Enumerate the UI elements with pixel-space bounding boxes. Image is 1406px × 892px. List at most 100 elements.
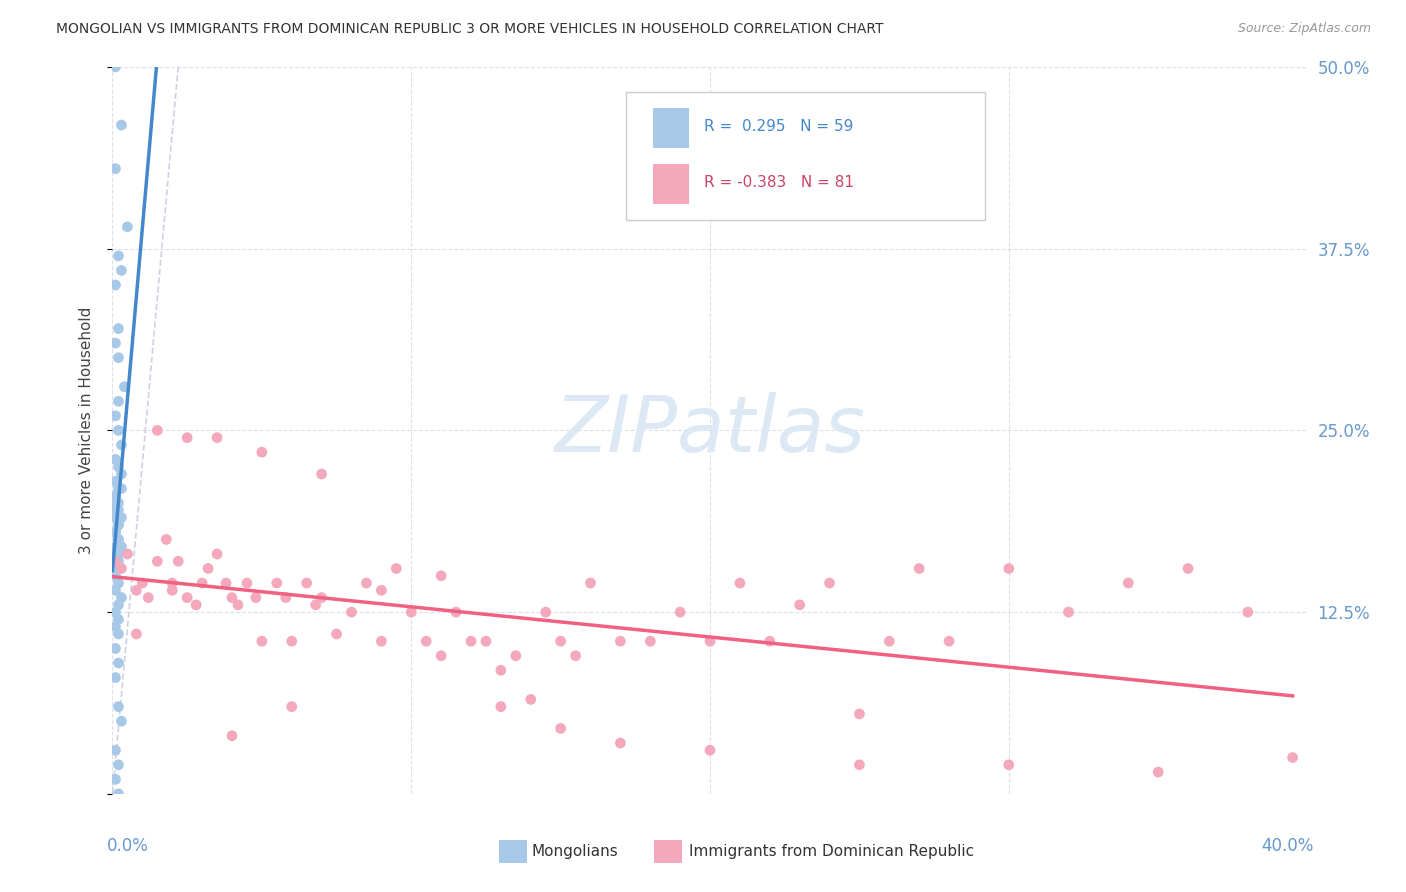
Point: [107, 576, 129, 591]
Point: [274, 591, 297, 605]
Text: 0.0%: 0.0%: [107, 838, 149, 855]
Point: [117, 547, 139, 561]
Point: [110, 714, 132, 728]
Point: [1057, 605, 1080, 619]
Point: [104, 278, 127, 293]
Text: ZIPatlas: ZIPatlas: [554, 392, 866, 468]
Point: [107, 496, 129, 510]
Point: [138, 591, 160, 605]
Point: [104, 671, 127, 685]
Point: [107, 321, 129, 335]
Point: [609, 634, 631, 648]
Point: [250, 445, 273, 459]
Point: [1281, 750, 1303, 764]
Point: [110, 540, 132, 554]
Point: [110, 591, 132, 605]
Point: [167, 554, 190, 568]
Point: [104, 772, 127, 787]
Point: [520, 692, 543, 706]
Text: R =  0.295   N = 59: R = 0.295 N = 59: [704, 119, 853, 134]
Point: [104, 554, 127, 568]
Point: [104, 743, 127, 757]
Point: [146, 424, 169, 438]
Point: [131, 576, 153, 591]
Point: [146, 554, 169, 568]
Point: [125, 627, 148, 641]
Point: [104, 489, 127, 503]
Point: [640, 634, 662, 648]
Point: [104, 605, 127, 619]
Point: [415, 634, 437, 648]
Point: [107, 394, 129, 409]
Point: [107, 351, 129, 365]
Text: Source: ZipAtlas.com: Source: ZipAtlas.com: [1237, 22, 1371, 36]
Point: [489, 663, 512, 677]
Point: [848, 706, 870, 721]
Point: [728, 576, 751, 591]
Point: [998, 757, 1021, 772]
Point: [110, 263, 132, 277]
Point: [311, 467, 333, 481]
Point: [221, 729, 243, 743]
Point: [107, 503, 129, 517]
Point: [110, 482, 132, 496]
Text: R = -0.383   N = 81: R = -0.383 N = 81: [704, 175, 853, 190]
Point: [107, 598, 129, 612]
Point: [104, 503, 127, 517]
Point: [107, 517, 129, 532]
Point: [104, 510, 127, 524]
Y-axis label: 3 or more Vehicles in Household: 3 or more Vehicles in Household: [79, 307, 94, 554]
Point: [110, 118, 132, 132]
Point: [759, 634, 782, 648]
Point: [162, 583, 183, 598]
Point: [197, 561, 219, 575]
Point: [104, 525, 127, 540]
Point: [107, 612, 129, 626]
Point: [245, 591, 267, 605]
Point: [1147, 765, 1170, 780]
Point: [107, 627, 129, 641]
Text: 40.0%: 40.0%: [1261, 838, 1313, 855]
Point: [104, 641, 127, 656]
Point: [385, 561, 408, 575]
Point: [430, 648, 453, 663]
Point: [1118, 576, 1140, 591]
Point: [104, 60, 127, 74]
Point: [186, 598, 208, 612]
Point: [699, 743, 721, 757]
Point: [370, 583, 392, 598]
Text: Mongolians: Mongolians: [531, 845, 619, 859]
Point: [155, 533, 177, 547]
Bar: [652, 108, 689, 148]
Point: [104, 547, 127, 561]
Point: [250, 634, 273, 648]
Text: MONGOLIAN VS IMMIGRANTS FROM DOMINICAN REPUBLIC 3 OR MORE VEHICLES IN HOUSEHOLD : MONGOLIAN VS IMMIGRANTS FROM DOMINICAN R…: [56, 22, 884, 37]
Point: [107, 459, 129, 474]
Point: [1177, 561, 1199, 575]
Point: [110, 467, 132, 481]
Point: [176, 431, 198, 445]
Point: [534, 605, 557, 619]
Point: [110, 561, 132, 575]
Bar: [652, 164, 689, 204]
Point: [475, 634, 498, 648]
Point: [107, 482, 129, 496]
Point: [107, 533, 129, 547]
FancyBboxPatch shape: [627, 93, 986, 219]
Point: [505, 648, 527, 663]
Point: [107, 249, 129, 263]
Point: [107, 561, 129, 575]
Point: [550, 722, 572, 736]
Point: [879, 634, 901, 648]
Point: [104, 161, 127, 176]
Point: [107, 424, 129, 438]
Point: [104, 496, 127, 510]
Point: [908, 561, 931, 575]
Point: [489, 699, 512, 714]
Point: [104, 540, 127, 554]
Point: [401, 605, 423, 619]
Point: [699, 634, 721, 648]
Point: [579, 576, 602, 591]
Point: [460, 634, 482, 648]
Point: [564, 648, 586, 663]
